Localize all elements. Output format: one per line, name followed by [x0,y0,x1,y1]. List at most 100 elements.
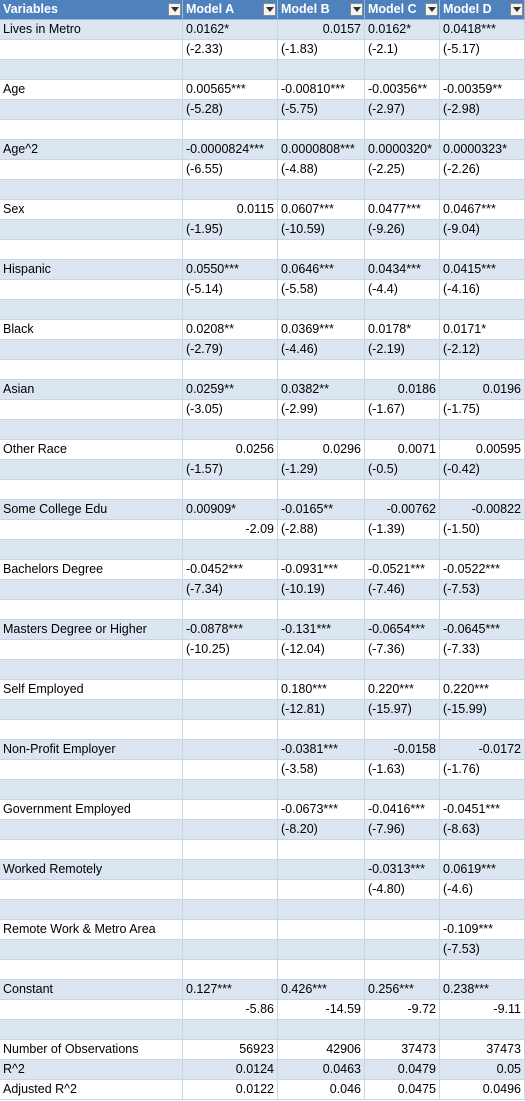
value-cell: (-2.88) [278,520,365,540]
value-cell: 0.0296 [278,440,365,460]
header-cell[interactable]: Variables [0,0,183,20]
value-cell: (-5.58) [278,280,365,300]
header-cell[interactable]: Model C [365,0,440,20]
value-cell: -0.0673*** [278,800,365,820]
empty-cell [278,120,365,140]
empty-cell [365,120,440,140]
filter-button[interactable] [425,3,438,16]
value-cell: (-1.39) [365,520,440,540]
value-cell: 0.0124 [183,1060,278,1080]
value-cell: 0.0496 [440,1080,525,1100]
value-cell: -0.0451*** [440,800,525,820]
value-cell: (-1.67) [365,400,440,420]
row-label: Age [0,80,183,100]
empty-cell [183,820,278,840]
value-cell: 0.0607*** [278,200,365,220]
value-cell: -0.00359** [440,80,525,100]
value-cell: (-10.59) [278,220,365,240]
value-cell: (-2.79) [183,340,278,360]
value-cell: (-7.46) [365,580,440,600]
value-cell: (-1.83) [278,40,365,60]
empty-cell [183,240,278,260]
value-cell: -0.0931*** [278,560,365,580]
value-cell: (-1.29) [278,460,365,480]
row-label: Asian [0,380,183,400]
row-label: Adjusted R^2 [0,1080,183,1100]
value-cell: (-5.17) [440,40,525,60]
empty-cell [0,760,183,780]
empty-cell [0,660,183,680]
value-cell: (-15.97) [365,700,440,720]
empty-cell [183,860,278,880]
value-cell: -0.0172 [440,740,525,760]
empty-cell [440,660,525,680]
empty-cell [0,300,183,320]
empty-cell [0,720,183,740]
value-cell: -0.0381*** [278,740,365,760]
empty-cell [440,240,525,260]
empty-cell [183,920,278,940]
value-cell: 0.0550*** [183,260,278,280]
value-cell: 0.0418*** [440,20,525,40]
empty-cell [183,720,278,740]
empty-cell [278,900,365,920]
empty-cell [440,540,525,560]
value-cell: -0.0521*** [365,560,440,580]
empty-cell [0,40,183,60]
empty-cell [365,300,440,320]
empty-cell [0,460,183,480]
filter-button[interactable] [263,3,276,16]
value-cell: (-5.75) [278,100,365,120]
value-cell: (-12.04) [278,640,365,660]
value-cell: -5.86 [183,1000,278,1020]
empty-cell [183,800,278,820]
value-cell: -0.0165** [278,500,365,520]
empty-cell [183,680,278,700]
row-label: Number of Observations [0,1040,183,1060]
empty-cell [183,960,278,980]
value-cell: -14.59 [278,1000,365,1020]
empty-cell [365,940,440,960]
empty-cell [365,540,440,560]
value-cell: 0.256*** [365,980,440,1000]
value-cell: (-12.81) [278,700,365,720]
value-cell: (-0.42) [440,460,525,480]
value-cell: (-8.63) [440,820,525,840]
empty-cell [183,420,278,440]
row-label: Other Race [0,440,183,460]
value-cell: (-1.95) [183,220,278,240]
value-cell: (-5.28) [183,100,278,120]
value-cell: 0.0162* [183,20,278,40]
value-cell: (-2.19) [365,340,440,360]
filter-button[interactable] [168,3,181,16]
filter-button[interactable] [350,3,363,16]
value-cell: 0.0122 [183,1080,278,1100]
header-cell[interactable]: Model A [183,0,278,20]
empty-cell [0,400,183,420]
value-cell: 0.220*** [440,680,525,700]
value-cell: -2.09 [183,520,278,540]
value-cell: (-7.53) [440,940,525,960]
empty-cell [365,60,440,80]
value-cell: 0.0479 [365,1060,440,1080]
value-cell: -0.0645*** [440,620,525,640]
value-cell: 0.0071 [365,440,440,460]
value-cell: -0.131*** [278,620,365,640]
empty-cell [183,900,278,920]
empty-cell [0,280,183,300]
value-cell: (-2.97) [365,100,440,120]
value-cell: (-2.98) [440,100,525,120]
value-cell: (-1.75) [440,400,525,420]
empty-cell [365,780,440,800]
header-cell[interactable]: Model B [278,0,365,20]
value-cell: -9.72 [365,1000,440,1020]
filter-button[interactable] [510,3,523,16]
value-cell: 0.0382** [278,380,365,400]
value-cell: 0.00595 [440,440,525,460]
empty-cell [440,840,525,860]
value-cell: (-1.76) [440,760,525,780]
empty-cell [440,180,525,200]
row-label: Black [0,320,183,340]
value-cell: (-10.19) [278,580,365,600]
empty-cell [440,300,525,320]
